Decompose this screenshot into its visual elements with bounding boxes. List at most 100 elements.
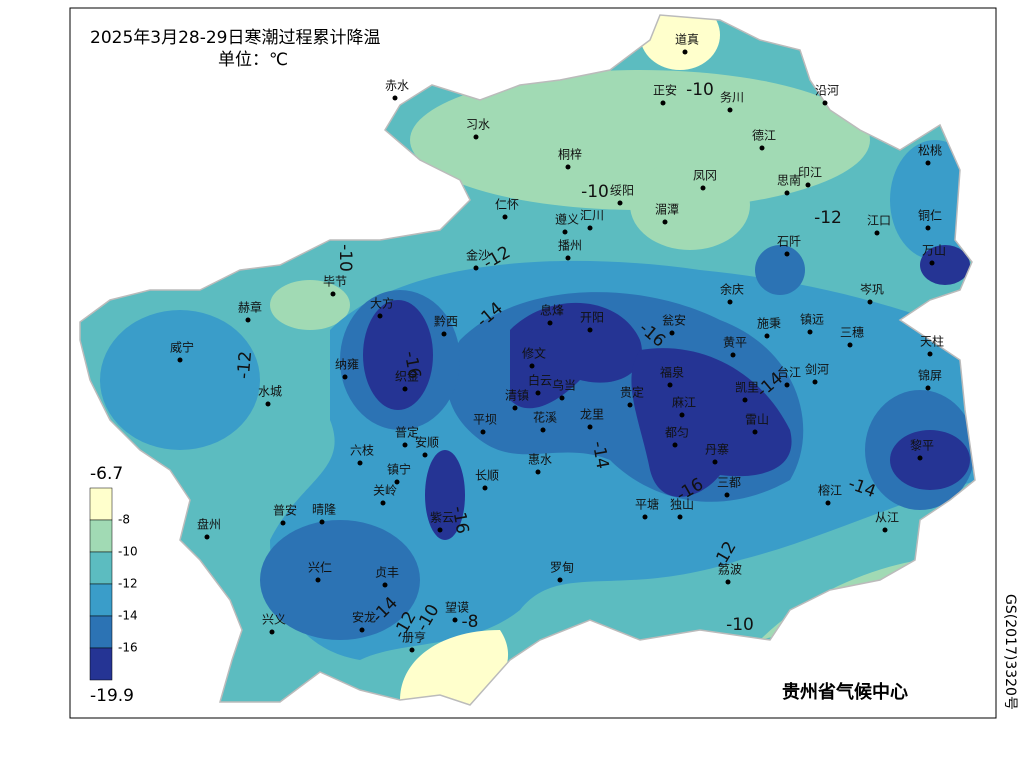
city-label: 瓮安 [662, 313, 686, 328]
city-label: 安顺 [415, 435, 439, 450]
city-label: 正安 [653, 83, 677, 98]
city-dot [925, 160, 931, 166]
legend-tick: -8 [118, 513, 130, 527]
city-label: 紫云 [430, 511, 454, 525]
city-label: 荔波 [718, 563, 742, 577]
zone [100, 310, 260, 450]
contour-label: -10 [726, 615, 754, 635]
city-dot [752, 429, 758, 435]
frame [69, 7, 997, 719]
city-dot [562, 229, 568, 235]
city-dot [724, 492, 730, 498]
city-label: 福泉 [660, 365, 684, 380]
zone [630, 160, 750, 250]
city-label: 思南 [777, 173, 801, 188]
city-label: 普定 [395, 425, 419, 440]
contour-label: -14 [588, 440, 613, 471]
city-label: 龙里 [580, 408, 604, 422]
city-dot [712, 459, 718, 465]
city-dot [409, 647, 415, 653]
legend: -6.7 -19.9 -8 -10 -12 -14 -16 [89, 464, 138, 706]
city-dot [280, 520, 286, 526]
city-label: 务川 [720, 90, 744, 105]
city-label: 息烽 [540, 303, 564, 318]
city-label: 习水 [466, 118, 490, 132]
city-dot [784, 382, 790, 388]
city-label: 水城 [258, 385, 282, 399]
city-label: 榕江 [818, 483, 842, 498]
city-dot [822, 100, 828, 106]
zone [890, 140, 975, 260]
city-dot [565, 255, 571, 261]
city-label: 台江 [777, 365, 801, 380]
province-border [79, 14, 976, 706]
city-label: 兴仁 [308, 561, 332, 575]
zone [260, 520, 420, 640]
city-label: 松桃 [918, 143, 942, 158]
city-dot [512, 405, 518, 411]
city-label: 白云 [528, 373, 552, 388]
legend-swatch [89, 615, 113, 649]
city-label: 册亨 [402, 630, 426, 645]
map-number: GS(2017)3320号 [1002, 594, 1018, 710]
legend-min: -19.9 [90, 686, 134, 706]
city-dot [342, 374, 348, 380]
city-label: 铜仁 [918, 208, 942, 223]
legend-tick: -16 [118, 641, 138, 655]
city-label: 黔西 [434, 314, 458, 329]
zone [425, 450, 465, 540]
city-dot [529, 363, 535, 369]
legend-tick: -12 [118, 577, 138, 591]
city-dot [929, 260, 935, 266]
city-label: 乌当 [552, 378, 576, 393]
city-label: 望谟 [445, 601, 469, 615]
city-label: 长顺 [475, 469, 499, 483]
city-dot [402, 442, 408, 448]
zone [920, 245, 970, 285]
city-dot [357, 460, 363, 466]
city-label: 织金 [395, 369, 419, 384]
legend-tick: -10 [118, 545, 138, 559]
city-label: 余庆 [720, 282, 744, 297]
city-dot [394, 479, 400, 485]
city-label: 纳雍 [335, 357, 359, 372]
city-dot [617, 200, 623, 206]
city-dot [867, 299, 873, 305]
city-dot [660, 100, 666, 106]
legend-swatch [89, 551, 113, 585]
city-dot [269, 629, 275, 635]
zone [363, 300, 433, 410]
city-label: 道真 [675, 33, 699, 47]
city-label: 麻江 [672, 395, 696, 410]
city-dot [480, 429, 486, 435]
zone [270, 280, 350, 330]
city-label: 凯里 [735, 381, 759, 395]
city-dot [547, 320, 553, 326]
city-label: 罗甸 [550, 561, 574, 575]
city-dot [402, 386, 408, 392]
city-dot [627, 402, 633, 408]
city-dot [535, 469, 541, 475]
city-dot [473, 134, 479, 140]
contour-label: -10 [581, 182, 609, 202]
city-label: 石阡 [777, 234, 801, 249]
contour-label: -16 [448, 505, 473, 536]
city-label: 毕节 [323, 275, 347, 289]
city-label: 从江 [875, 511, 899, 525]
city-dot [587, 327, 593, 333]
city-label: 丹寨 [705, 442, 729, 457]
city-dot [642, 514, 648, 520]
city-label: 三穗 [840, 326, 864, 340]
city-dot [587, 225, 593, 231]
city-dot [927, 351, 933, 357]
city-dot [925, 385, 931, 391]
city-dot [807, 329, 813, 335]
city-label: 剑河 [805, 362, 829, 377]
city-label: 平坝 [473, 413, 497, 427]
city-label: 德江 [752, 128, 776, 143]
zone [755, 245, 805, 295]
city-dot [559, 395, 565, 401]
city-label: 独山 [670, 498, 694, 512]
city-label: 锦屏 [918, 369, 942, 383]
city-dot [265, 401, 271, 407]
